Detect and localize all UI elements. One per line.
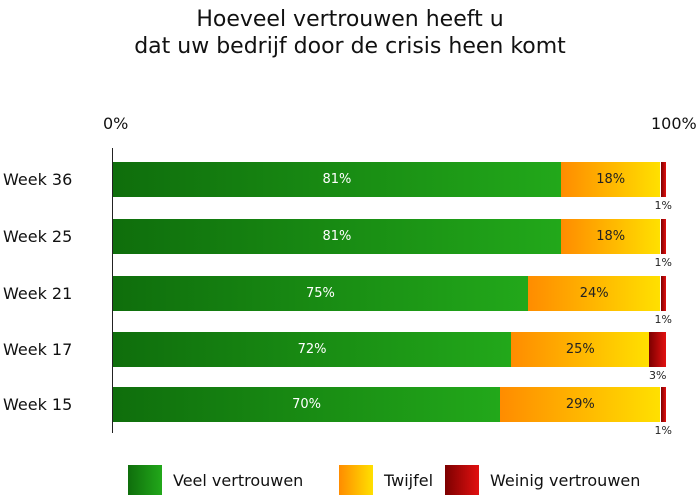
data-label-veel-vertrouwen-week-25: 81% [322,229,352,244]
chart-title-line-2: dat uw bedrijf door de crisis heen komt [134,34,566,59]
bar-segment-twijfel-week-25 [560,219,661,254]
bar-segment-weinig-vertrouwen-week-15 [660,387,666,422]
bar-segment-twijfel-week-15 [500,387,661,422]
legend-swatch-twijfel [339,465,373,495]
bar-segment-veel-vertrouwen-week-36 [113,162,561,197]
legend-label-twijfel: Twijfel [384,471,434,490]
legend-label-veel-vertrouwen: Veel vertrouwen [173,471,304,490]
axis-max-label: 100% [651,114,697,133]
bar-segment-twijfel-week-21 [527,276,661,311]
bar-segment-veel-vertrouwen-week-17 [113,332,512,367]
data-label-veel-vertrouwen-week-21: 75% [305,286,335,301]
data-label-veel-vertrouwen-week-17: 72% [297,342,327,357]
data-label-twijfel-week-21: 24% [579,286,609,301]
chart-title: Hoeveel vertrouwen heeft u dat uw bedrij… [0,6,700,60]
legend-label-weinig-vertrouwen: Weinig vertrouwen [490,471,641,490]
bar-segment-veel-vertrouwen-week-15 [113,387,501,422]
bar-segment-weinig-vertrouwen-week-25 [660,219,666,254]
bar-segment-weinig-vertrouwen-week-17 [649,332,666,367]
y-axis-line [112,148,113,433]
row-label-week-21: Week 21 [3,284,73,303]
bar-segment-twijfel-week-17 [511,332,650,367]
row-label-week-15: Week 15 [3,395,73,414]
data-label-twijfel-week-15: 29% [565,397,595,412]
bar-segment-veel-vertrouwen-week-25 [113,219,561,254]
data-label-veel-vertrouwen-week-36: 81% [322,172,352,187]
data-label-weinig-vertrouwen-week-15: 1% [654,424,672,437]
data-label-twijfel-week-17: 25% [565,342,595,357]
data-label-weinig-vertrouwen-week-21: 1% [654,313,672,326]
data-label-twijfel-week-25: 18% [596,229,626,244]
row-label-week-25: Week 25 [3,227,73,246]
data-label-twijfel-week-36: 18% [596,172,626,187]
bar-segment-weinig-vertrouwen-week-21 [660,276,666,311]
axis-min-label: 0% [103,114,129,133]
data-label-weinig-vertrouwen-week-25: 1% [654,256,672,269]
legend-swatch-veel-vertrouwen [128,465,162,495]
data-label-weinig-vertrouwen-week-36: 1% [654,199,672,212]
bar-segment-twijfel-week-36 [560,162,661,197]
chart-legend: Veel vertrouwen Twijfel Weinig vertrouwen [0,465,700,495]
bar-segment-veel-vertrouwen-week-21 [113,276,528,311]
data-label-veel-vertrouwen-week-15: 70% [292,397,321,412]
legend-swatch-weinig-vertrouwen [445,465,479,495]
data-label-weinig-vertrouwen-week-17: 3% [648,369,667,382]
row-label-week-17: Week 17 [3,340,73,359]
bar-segment-weinig-vertrouwen-week-36 [660,162,666,197]
row-label-week-36: Week 36 [3,170,73,189]
chart-title-line-1: Hoeveel vertrouwen heeft u [196,7,504,32]
